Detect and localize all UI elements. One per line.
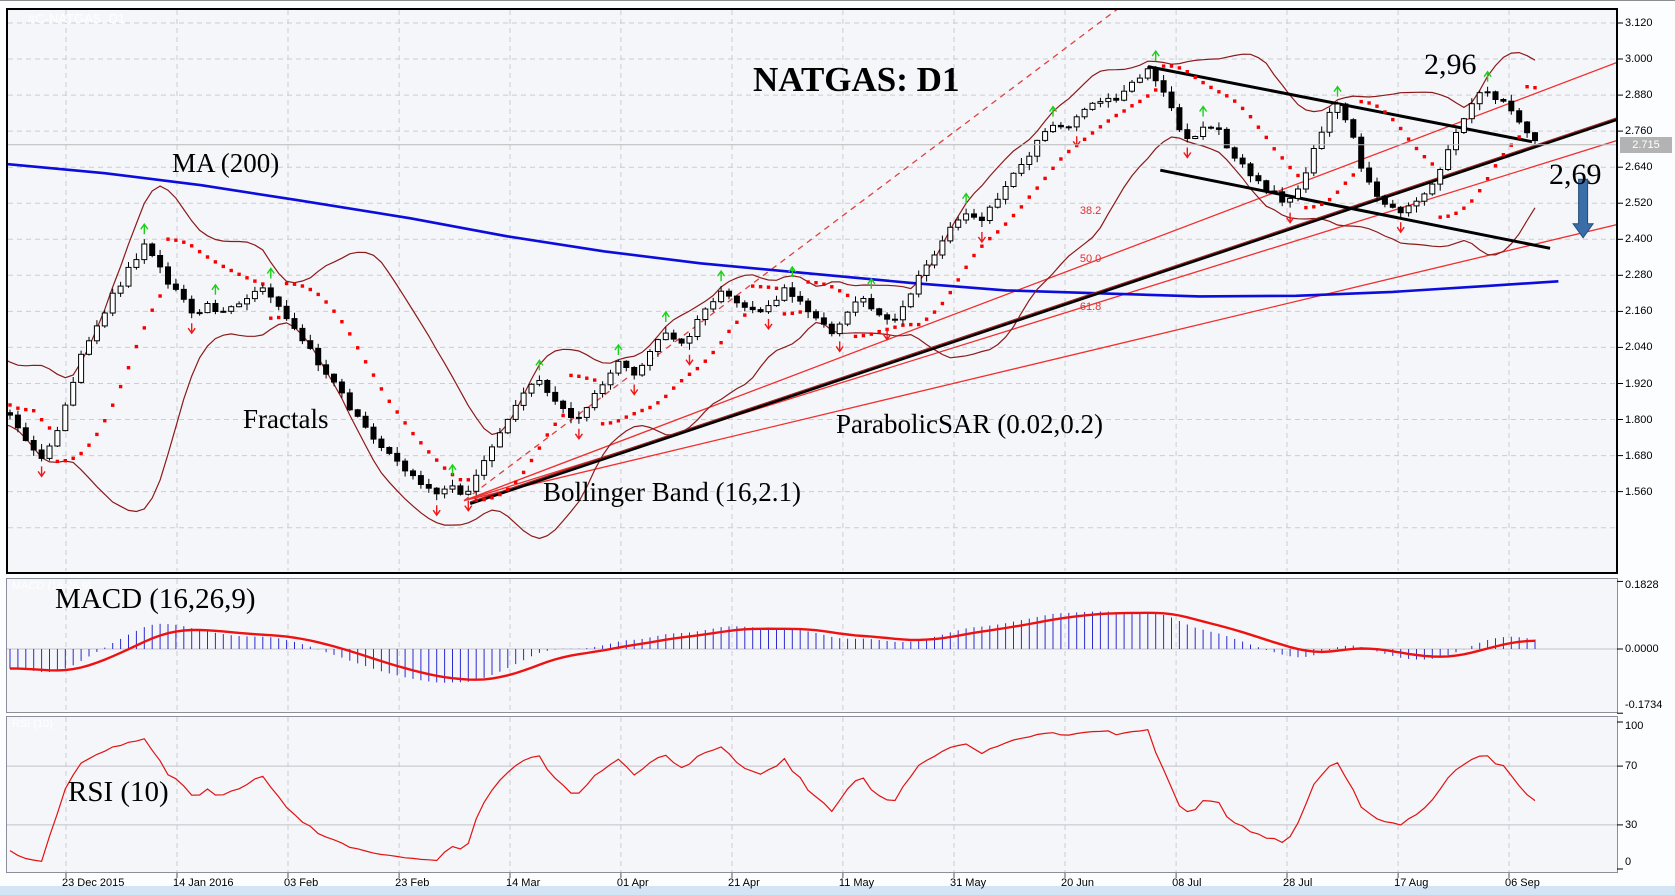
window-bottom-strip xyxy=(0,886,1675,895)
window-top-edge xyxy=(0,0,1675,1)
target-arrow-icon xyxy=(1572,178,1595,239)
